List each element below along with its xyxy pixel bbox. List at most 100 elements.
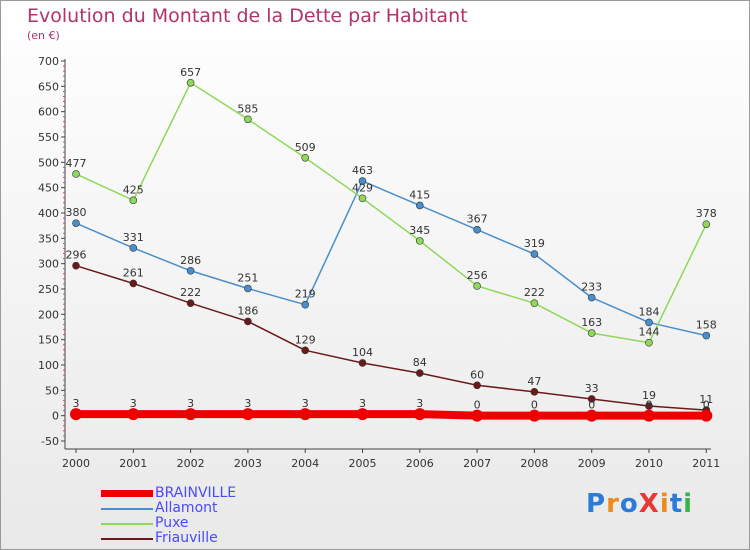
logo-letter: P: [586, 489, 607, 519]
unit-label: (en €): [27, 29, 60, 42]
data-label-puxe: 163: [581, 316, 602, 329]
data-point-friauville: [186, 299, 195, 307]
data-label-puxe: 222: [524, 286, 545, 299]
logo-letter: o: [619, 489, 639, 519]
data-label-puxe: 429: [352, 181, 373, 194]
data-point-puxe: [301, 153, 310, 162]
legend-swatch: [101, 490, 153, 497]
data-label-puxe: 657: [180, 66, 201, 79]
data-label-puxe: 477: [66, 157, 87, 170]
y-tick-label: 150: [38, 334, 59, 347]
data-label-friauville: 222: [180, 286, 201, 299]
data-label-friauville: 47: [527, 375, 541, 388]
data-label-puxe: 509: [295, 141, 316, 154]
logo-letter: i: [683, 489, 694, 519]
data-point-brainville: [356, 408, 369, 421]
data-label-puxe: 425: [123, 183, 144, 196]
data-point-puxe: [473, 282, 481, 290]
series-line-friauville: [75, 264, 707, 411]
data-point-friauville: [129, 279, 138, 288]
legend-swatch: [101, 523, 153, 525]
data-label-puxe: 378: [696, 207, 717, 220]
x-tick-label: 2007: [463, 457, 491, 470]
data-point-brainville: [528, 409, 541, 422]
data-point-brainville: [413, 408, 426, 421]
data-label-brainville: 3: [359, 397, 366, 410]
data-point-friauville: [587, 395, 596, 403]
y-tick-label: 400: [38, 207, 59, 220]
x-tick-label: 2011: [692, 457, 720, 470]
chart-title: Evolution du Montant de la Dette par Hab…: [27, 5, 468, 27]
legend-label: Puxe: [155, 515, 189, 531]
data-point-brainville: [241, 408, 254, 421]
data-point-allamont: [244, 284, 252, 293]
data-point-allamont: [186, 266, 195, 275]
x-tick-label: 2002: [177, 457, 205, 470]
data-label-brainville: 3: [187, 397, 194, 410]
y-tick-label: 100: [38, 359, 59, 372]
data-label-allamont: 219: [295, 288, 316, 301]
logo-letter: r: [606, 489, 620, 519]
data-label-allamont: 380: [66, 206, 87, 219]
data-label-friauville: 19: [642, 389, 656, 402]
data-label-puxe: 144: [639, 326, 660, 339]
data-point-friauville: [530, 388, 539, 396]
data-point-brainville: [643, 409, 655, 422]
data-label-friauville: 33: [585, 382, 599, 395]
y-tick-label: 0: [52, 410, 59, 423]
data-point-brainville: [70, 408, 82, 421]
data-point-puxe: [186, 78, 195, 87]
x-tick-label: 2010: [635, 457, 663, 470]
data-label-allamont: 367: [467, 213, 488, 226]
data-label-brainville: 0: [474, 399, 481, 412]
data-point-allamont: [129, 244, 138, 252]
data-point-puxe: [702, 220, 711, 228]
data-point-puxe: [587, 329, 596, 337]
data-point-puxe: [645, 338, 653, 347]
logo-letter: t: [669, 489, 684, 519]
data-point-allamont: [72, 219, 80, 227]
x-tick-label: 2003: [234, 457, 262, 470]
legend-label: BRAINVILLE: [155, 485, 237, 501]
series-line-brainville: [76, 410, 707, 420]
x-tick-label: 2004: [291, 457, 319, 470]
data-label-friauville: 129: [295, 333, 316, 346]
data-point-brainville: [299, 408, 312, 421]
data-label-brainville: 3: [130, 397, 137, 410]
data-point-friauville: [72, 261, 80, 270]
data-label-allamont: 319: [524, 237, 545, 250]
data-point-brainville: [471, 409, 484, 422]
data-point-allamont: [702, 331, 711, 340]
data-label-allamont: 184: [639, 305, 660, 318]
y-tick-label: 450: [38, 182, 59, 195]
data-point-puxe: [129, 196, 138, 205]
data-point-puxe: [72, 170, 80, 178]
legend-swatch: [101, 538, 153, 540]
data-label-allamont: 463: [352, 164, 373, 177]
data-label-allamont: 251: [237, 271, 258, 284]
data-point-allamont: [415, 201, 424, 210]
x-tick-label: 2005: [349, 457, 377, 470]
y-tick-label: 500: [38, 156, 59, 169]
data-point-brainville: [700, 409, 713, 422]
y-tick-label: 300: [38, 258, 59, 271]
data-point-allamont: [301, 300, 310, 309]
data-point-friauville: [301, 346, 310, 355]
data-label-puxe: 585: [237, 102, 258, 115]
data-point-friauville: [358, 359, 367, 367]
data-label-friauville: 296: [66, 249, 87, 262]
data-label-allamont: 233: [581, 281, 602, 294]
legend-label: Friauville: [155, 530, 218, 546]
data-point-brainville: [184, 408, 197, 421]
y-tick-label: 700: [38, 55, 59, 68]
legend-swatch: [101, 508, 153, 510]
data-point-allamont: [645, 318, 653, 327]
logo-letter: i: [659, 489, 670, 519]
y-tick-label: 50: [45, 384, 59, 397]
data-label-friauville: 104: [352, 346, 373, 359]
data-point-friauville: [415, 369, 424, 377]
y-tick-label: 350: [38, 232, 59, 245]
data-point-puxe: [358, 194, 367, 203]
data-label-friauville: 60: [470, 368, 484, 381]
